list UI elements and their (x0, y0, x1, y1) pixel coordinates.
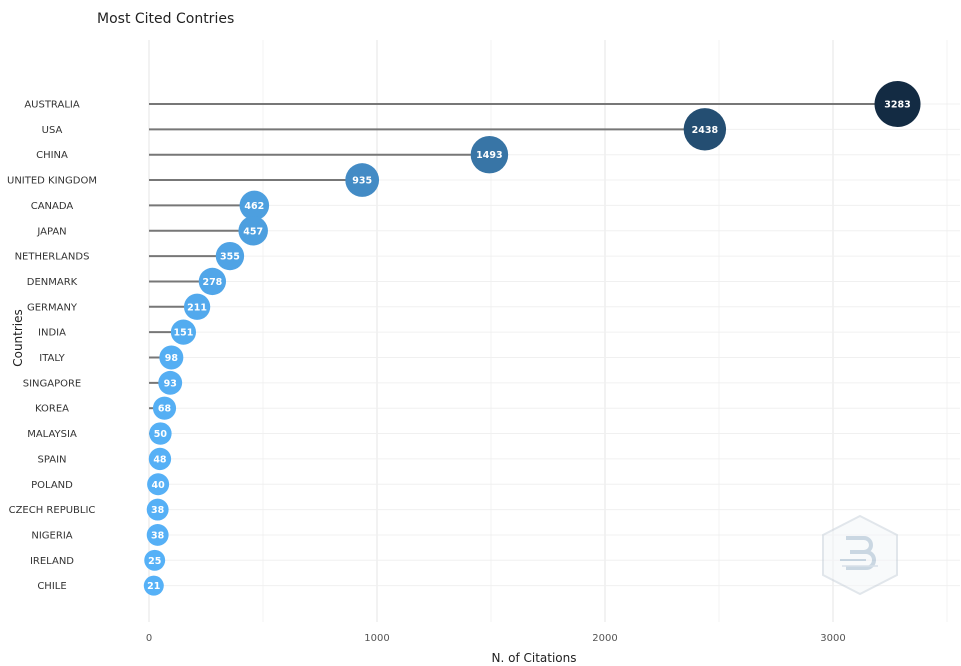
data-label: 935 (352, 176, 372, 187)
category-label: UNITED KINGDOM (7, 176, 97, 187)
data-point (152, 396, 177, 420)
data-label: 98 (165, 353, 179, 364)
x-tick-label: 3000 (820, 633, 845, 644)
data-label: 211 (187, 302, 207, 313)
data-label: 462 (244, 201, 264, 212)
data-label: 38 (151, 530, 165, 541)
data-label: 355 (220, 252, 240, 263)
data-point (146, 524, 169, 546)
data-label: 278 (202, 277, 222, 288)
data-point (683, 108, 727, 151)
data-label: 457 (243, 226, 263, 237)
category-label: NIGERIA (31, 530, 72, 541)
data-label: 2438 (692, 125, 719, 136)
stems (149, 103, 898, 587)
category-label: GERMANY (27, 302, 78, 313)
data-label: 21 (147, 581, 160, 592)
category-label: POLAND (31, 480, 73, 491)
category-label: INDIA (38, 328, 66, 339)
points: 3283 2438 1493 935 462 457 355 278 211 151 98 93 68 5… (143, 81, 921, 596)
data-label: 151 (174, 328, 194, 339)
data-point (158, 370, 183, 395)
data-label: 93 (164, 378, 177, 389)
y-axis-title: Countries (11, 309, 25, 367)
data-point (470, 135, 509, 174)
data-label: 68 (158, 404, 172, 415)
data-point (159, 345, 184, 370)
data-label: 1493 (476, 150, 502, 161)
x-tick-label: 1000 (364, 633, 389, 644)
data-label: 38 (151, 505, 165, 516)
category-label: IRELAND (30, 556, 74, 567)
data-point (215, 241, 245, 271)
data-label: 3283 (884, 100, 910, 111)
data-point (345, 163, 380, 197)
data-label: 50 (154, 429, 168, 440)
data-label: 48 (153, 454, 167, 465)
category-label: USA (42, 125, 63, 136)
category-label: CZECH REPUBLIC (9, 505, 96, 516)
category-label: SPAIN (37, 454, 66, 465)
data-point (149, 422, 172, 445)
data-point (148, 447, 172, 471)
data-point (170, 319, 197, 345)
category-label: DENMARK (27, 277, 78, 288)
data-label: 40 (152, 480, 166, 491)
category-label: CANADA (31, 201, 74, 212)
category-label: MALAYSIA (27, 429, 77, 440)
x-tick-label: 0 (146, 633, 152, 644)
data-label: 25 (148, 556, 161, 567)
category-label: ITALY (39, 353, 65, 364)
data-point (874, 81, 921, 127)
data-point (239, 190, 270, 221)
data-point (198, 267, 227, 296)
chart-title: Most Cited Contries (97, 11, 234, 27)
watermark-logo (822, 514, 898, 596)
x-axis-title: N. of Citations (492, 651, 577, 665)
category-labels: AUSTRALIA USA CHINA UNITED KINGDOM CANADA JAP… (7, 100, 97, 593)
x-tick-labels: 0 1000 2000 3000 (146, 633, 846, 644)
category-label: AUSTRALIA (24, 100, 80, 111)
x-tick-label: 2000 (592, 633, 617, 644)
category-label: JAPAN (36, 226, 66, 237)
category-label: SINGAPORE (23, 378, 82, 389)
category-label: KOREA (35, 404, 69, 415)
data-point (146, 498, 169, 521)
data-point (144, 549, 166, 571)
data-point (238, 215, 268, 246)
category-label: NETHERLANDS (15, 252, 90, 263)
data-point (143, 575, 164, 596)
data-point (183, 293, 211, 320)
data-point (147, 473, 170, 496)
category-label: CHINA (36, 150, 68, 161)
category-label: CHILE (37, 581, 66, 592)
